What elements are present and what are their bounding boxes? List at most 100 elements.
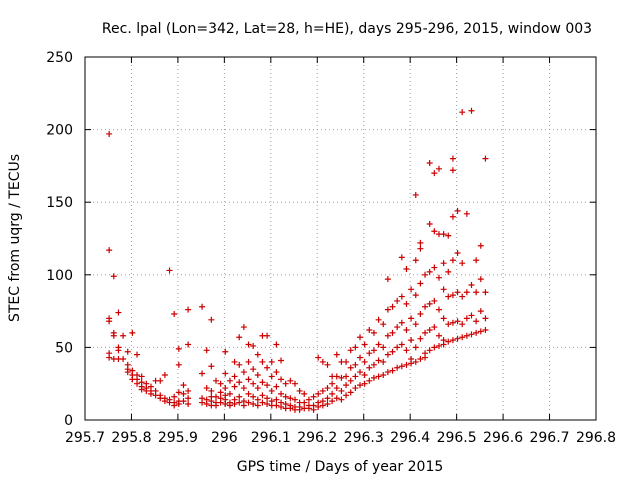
- axis-ticks: 295.7 295.8 295.9 296 296.1 296.2 296.3 296.4 29…: [46, 50, 616, 446]
- data-point: [422, 271, 429, 278]
- data-point: [217, 399, 224, 406]
- data-point: [445, 268, 452, 275]
- data-point: [468, 331, 475, 338]
- data-point: [380, 321, 387, 328]
- data-point: [422, 329, 429, 336]
- data-point: [333, 385, 340, 392]
- data-point: [440, 315, 447, 322]
- data-point: [398, 293, 405, 300]
- data-point: [278, 403, 285, 410]
- x-tick-label: 296.2: [297, 430, 337, 446]
- data-point: [124, 369, 131, 376]
- data-point: [459, 260, 466, 267]
- data-point: [338, 374, 345, 381]
- data-point: [403, 347, 410, 354]
- data-point: [287, 405, 294, 412]
- data-point: [357, 369, 364, 376]
- data-point: [463, 210, 470, 217]
- data-point: [226, 402, 233, 409]
- data-point: [431, 170, 438, 177]
- data-point: [449, 155, 456, 162]
- data-point: [324, 361, 331, 368]
- data-point: [254, 351, 261, 358]
- data-point: [175, 389, 182, 396]
- data-point: [231, 401, 238, 408]
- data-point: [236, 361, 243, 368]
- data-point: [203, 401, 210, 408]
- data-point: [370, 329, 377, 336]
- data-point: [412, 344, 419, 351]
- data-point: [482, 289, 489, 296]
- data-point: [222, 370, 229, 377]
- data-point: [398, 319, 405, 326]
- data-point: [199, 370, 206, 377]
- data-point: [422, 303, 429, 310]
- data-point: [115, 309, 122, 316]
- data-point: [375, 357, 382, 364]
- data-point: [106, 354, 113, 361]
- data-point: [259, 392, 266, 399]
- data-point: [366, 350, 373, 357]
- data-point: [305, 405, 312, 412]
- data-point: [250, 393, 257, 400]
- data-point: [361, 358, 368, 365]
- data-point: [463, 289, 470, 296]
- data-point: [240, 402, 247, 409]
- data-point: [106, 130, 113, 137]
- data-point: [445, 338, 452, 345]
- data-point: [459, 109, 466, 116]
- data-point: [315, 403, 322, 410]
- data-point: [180, 382, 187, 389]
- data-point: [431, 324, 438, 331]
- data-point: [175, 361, 182, 368]
- data-point: [222, 401, 229, 408]
- x-tick-label: 296.7: [529, 430, 569, 446]
- data-point: [412, 191, 419, 198]
- data-point: [240, 324, 247, 331]
- data-point: [398, 254, 405, 261]
- data-point: [120, 332, 127, 339]
- data-point: [459, 334, 466, 341]
- data-point: [417, 245, 424, 252]
- data-point: [426, 300, 433, 307]
- data-point: [454, 250, 461, 257]
- data-point: [180, 390, 187, 397]
- data-point: [384, 369, 391, 376]
- data-point: [106, 247, 113, 254]
- data-point: [343, 392, 350, 399]
- data-point: [287, 395, 294, 402]
- data-point: [278, 390, 285, 397]
- data-point: [426, 326, 433, 333]
- data-point: [468, 312, 475, 319]
- data-point: [463, 332, 470, 339]
- data-point: [273, 383, 280, 390]
- data-point: [347, 364, 354, 371]
- y-tick-label: 150: [46, 195, 73, 211]
- data-point: [477, 308, 484, 315]
- data-point: [259, 358, 266, 365]
- data-point: [185, 341, 192, 348]
- data-point: [213, 393, 220, 400]
- y-tick-label: 200: [46, 123, 73, 139]
- data-point: [319, 387, 326, 394]
- data-point: [477, 328, 484, 335]
- data-point: [454, 318, 461, 325]
- data-point: [352, 385, 359, 392]
- data-point: [435, 165, 442, 172]
- data-point: [417, 311, 424, 318]
- data-point: [449, 337, 456, 344]
- data-point: [408, 337, 415, 344]
- data-point: [264, 382, 271, 389]
- data-point: [217, 380, 224, 387]
- data-point: [380, 344, 387, 351]
- data-point: [347, 347, 354, 354]
- data-point: [175, 345, 182, 352]
- data-point: [366, 326, 373, 333]
- data-point: [435, 332, 442, 339]
- data-point: [329, 398, 336, 405]
- data-point: [449, 257, 456, 264]
- data-point: [208, 316, 215, 323]
- data-point: [236, 399, 243, 406]
- data-point: [435, 306, 442, 313]
